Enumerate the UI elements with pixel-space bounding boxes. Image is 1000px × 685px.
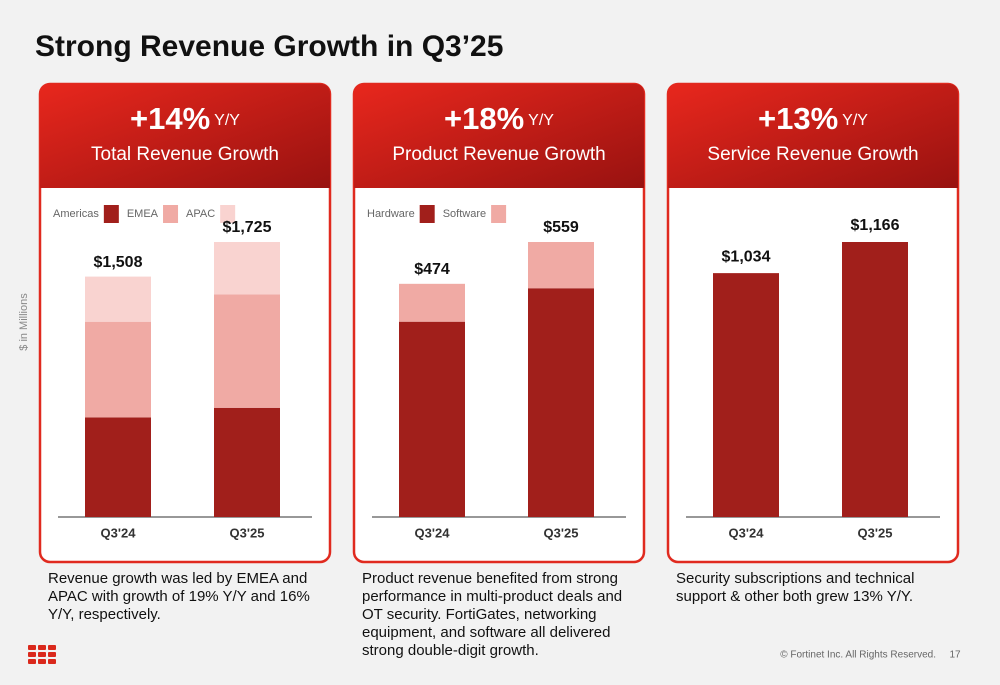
page-number: 17 bbox=[949, 650, 961, 661]
panel-note: Revenue growth was led by EMEA and APAC … bbox=[48, 570, 310, 623]
legend-label: Americas bbox=[53, 208, 99, 220]
total-label: $1,508 bbox=[94, 254, 143, 271]
legend-swatch bbox=[220, 205, 236, 223]
headline: +18% Y/Y bbox=[444, 101, 554, 136]
x-tick-label: Q3'24 bbox=[415, 525, 451, 540]
x-tick-label: Q3'25 bbox=[858, 525, 893, 540]
bar-segment bbox=[399, 283, 465, 322]
headline-unit: Y/Y bbox=[214, 112, 240, 129]
panel-note: Product revenue benefited from strong pe… bbox=[362, 570, 623, 659]
legend-swatch bbox=[491, 205, 507, 223]
panel-subtitle: Service Revenue Growth bbox=[707, 144, 918, 165]
headline-value: +13% bbox=[758, 101, 838, 136]
total-label: $474 bbox=[414, 261, 450, 278]
bar bbox=[713, 273, 779, 517]
value-label: $1,034 bbox=[722, 248, 771, 265]
x-tick-label: Q3'25 bbox=[544, 525, 579, 540]
bar-segment bbox=[214, 407, 280, 517]
panel-header bbox=[40, 84, 330, 188]
headline-value: +18% bbox=[444, 101, 524, 136]
panel-header bbox=[354, 84, 644, 188]
bar bbox=[842, 242, 908, 517]
headline-unit: Y/Y bbox=[842, 112, 868, 129]
x-tick-label: Q3'25 bbox=[230, 525, 265, 540]
legend-label: APAC bbox=[186, 208, 215, 220]
headline-value: +14% bbox=[130, 101, 210, 136]
bar-segment bbox=[85, 321, 151, 418]
bar-segment bbox=[528, 288, 594, 517]
logo bbox=[28, 645, 56, 664]
legend-label: Software bbox=[443, 208, 486, 220]
footer: © Fortinet Inc. All Rights Reserved. bbox=[780, 650, 936, 661]
bar-segment bbox=[528, 242, 594, 289]
headline: +13% Y/Y bbox=[758, 101, 868, 136]
bar-segment bbox=[399, 321, 465, 517]
slide-title: Strong Revenue Growth in Q3’25 bbox=[35, 30, 503, 63]
total-label: $1,725 bbox=[223, 219, 272, 236]
value-label: $1,166 bbox=[851, 217, 900, 234]
bar-segment bbox=[85, 276, 151, 322]
legend-swatch bbox=[419, 205, 435, 223]
legend-swatch bbox=[103, 205, 119, 223]
headline: +14% Y/Y bbox=[130, 101, 240, 136]
axis-label: $ in Millions bbox=[18, 293, 30, 351]
legend-swatch bbox=[163, 205, 179, 223]
legend-label: EMEA bbox=[127, 208, 159, 220]
x-tick-label: Q3'24 bbox=[729, 525, 765, 540]
bar-segment bbox=[214, 242, 280, 295]
panel-note: Security subscriptions and technical sup… bbox=[676, 570, 915, 605]
headline-unit: Y/Y bbox=[528, 112, 554, 129]
panel-subtitle: Total Revenue Growth bbox=[91, 144, 279, 165]
bar-segment bbox=[214, 294, 280, 408]
total-label: $559 bbox=[543, 219, 579, 236]
x-tick-label: Q3'24 bbox=[101, 525, 137, 540]
panel-header bbox=[668, 84, 958, 188]
bar-segment bbox=[85, 417, 151, 517]
panel-subtitle: Product Revenue Growth bbox=[392, 144, 605, 165]
legend-label: Hardware bbox=[367, 208, 415, 220]
